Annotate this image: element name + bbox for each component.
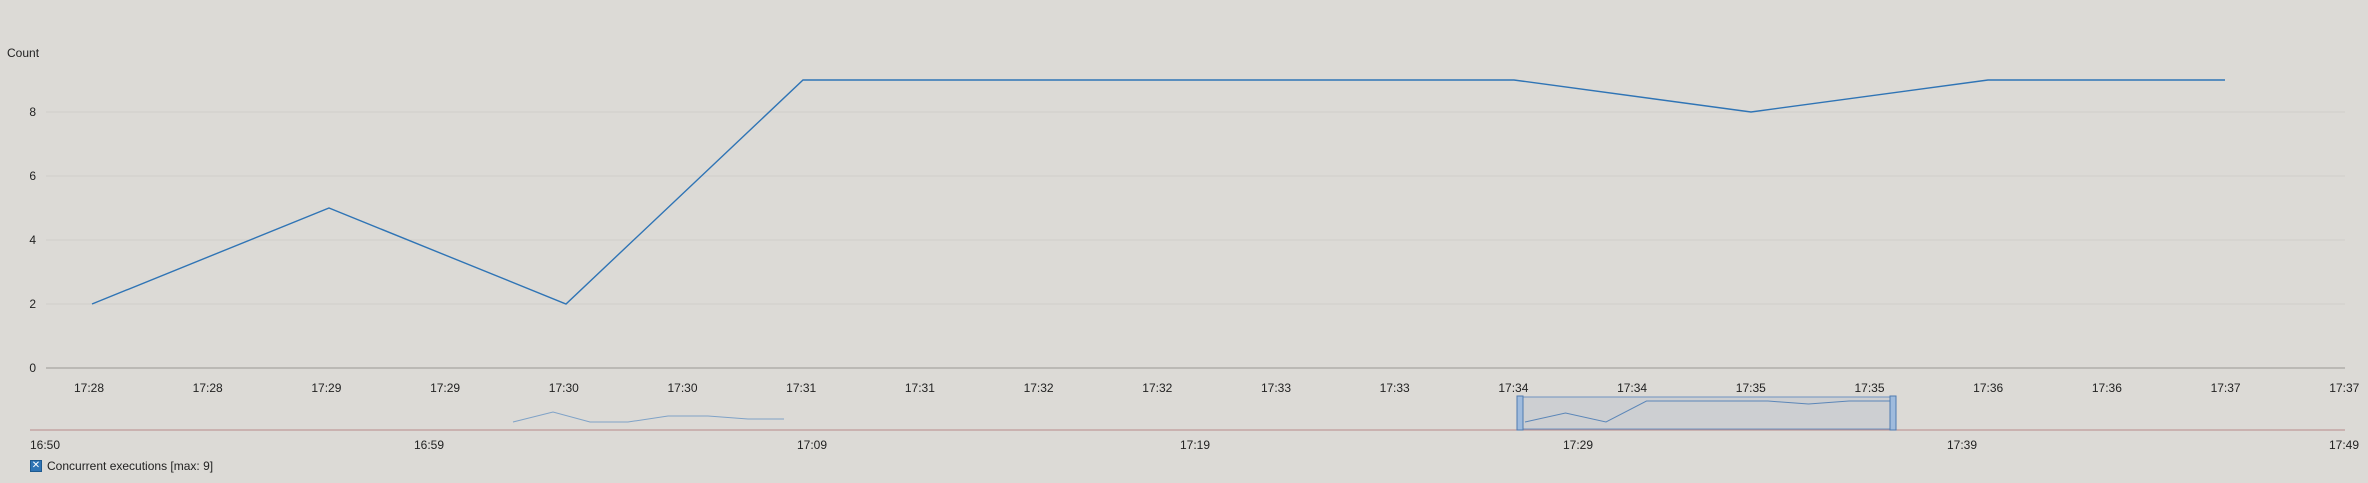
series-line: [91, 79, 2225, 305]
data-point[interactable]: [564, 302, 568, 306]
navigator-tick-label: 17:49: [2329, 438, 2359, 452]
x-tick-label: 17:30: [667, 381, 697, 395]
x-tick-label: 17:36: [2092, 381, 2122, 395]
navigator-history-line: [512, 411, 784, 423]
y-tick-label: 8: [29, 105, 36, 119]
navigator-series-line: [1524, 400, 1890, 423]
x-tick-label: 17:28: [74, 381, 104, 395]
data-point[interactable]: [2223, 78, 2227, 82]
x-tick-label: 17:28: [193, 381, 223, 395]
x-tick-label: 17:31: [905, 381, 935, 395]
navigator-tick-label: 17:19: [1180, 438, 1210, 452]
data-point[interactable]: [1275, 78, 1279, 82]
legend-label[interactable]: Concurrent executions [max: 9]: [47, 459, 214, 473]
y-tick-label: 0: [29, 361, 36, 375]
navigator-tick-label: 16:59: [414, 438, 444, 452]
y-tick-label: 4: [29, 233, 36, 247]
x-tick-label: 17:35: [1736, 381, 1766, 395]
data-point[interactable]: [1986, 78, 1990, 82]
navigator-tick-label: 17:09: [797, 438, 827, 452]
y-axis-ticks: 0 2 4 6 8: [29, 105, 36, 375]
gridlines: [46, 111, 2345, 369]
data-point[interactable]: [90, 302, 94, 306]
plot-area: [90, 78, 2227, 306]
legend: ✕ Concurrent executions [max: 9]: [30, 458, 213, 474]
x-axis-ticks: 17:28 17:28 17:29 17:29 17:30 17:30 17:31 17:31…: [74, 381, 2360, 395]
x-tick-label: 17:37: [2329, 381, 2359, 395]
y-axis-label: Count: [7, 46, 40, 60]
x-tick-label: 17:32: [1024, 381, 1054, 395]
y-tick-label: 6: [29, 169, 36, 183]
data-point[interactable]: [801, 78, 805, 82]
data-point[interactable]: [1038, 78, 1042, 82]
data-point[interactable]: [1749, 110, 1753, 114]
navigator-tick-label: 17:29: [1563, 438, 1593, 452]
x-tick-label: 17:36: [1973, 381, 2003, 395]
x-tick-label: 17:31: [786, 381, 816, 395]
x-tick-label: 17:32: [1142, 381, 1172, 395]
x-tick-label: 17:29: [311, 381, 341, 395]
navigator-ticks: 16:50 16:59 17:09 17:19 17:29 17:39 17:49: [30, 438, 2359, 452]
navigator-left-handle[interactable]: [1516, 395, 1524, 431]
x-tick-label: 17:29: [430, 381, 460, 395]
checkbox-x-icon[interactable]: ✕: [30, 460, 42, 472]
navigator-tick-label: 16:50: [30, 438, 60, 452]
y-tick-label: 2: [29, 297, 36, 311]
x-tick-label: 17:33: [1261, 381, 1291, 395]
x-tick-label: 17:34: [1498, 381, 1528, 395]
x-tick-label: 17:33: [1380, 381, 1410, 395]
data-point[interactable]: [327, 206, 331, 210]
navigator-tick-label: 17:39: [1947, 438, 1977, 452]
time-navigator[interactable]: [30, 395, 2345, 431]
x-tick-label: 17:34: [1617, 381, 1647, 395]
data-point[interactable]: [1512, 78, 1516, 82]
x-tick-label: 17:37: [2211, 381, 2241, 395]
x-tick-label: 17:30: [549, 381, 579, 395]
x-tick-label: 17:35: [1854, 381, 1884, 395]
navigator-right-handle[interactable]: [1889, 395, 1897, 431]
